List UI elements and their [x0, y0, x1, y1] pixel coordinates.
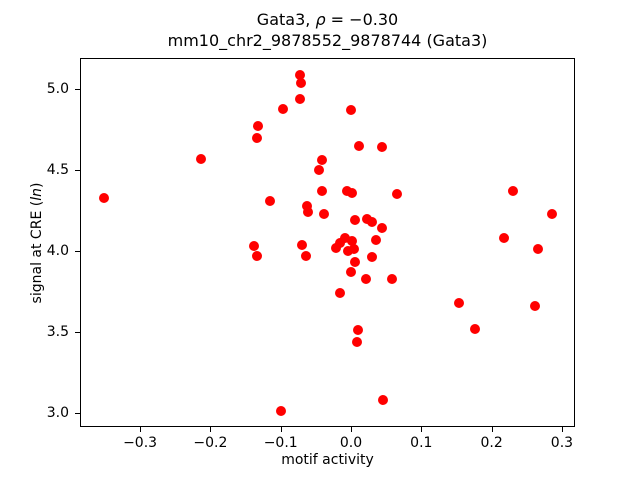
- x-tick-mark: [140, 427, 142, 432]
- y-axis-label-italic: ln: [29, 188, 45, 201]
- y-tick-label: 3.0: [46, 404, 69, 421]
- x-tick-label: 0.1: [410, 435, 433, 451]
- scatter-point: [348, 244, 359, 255]
- scatter-point: [331, 242, 342, 253]
- scatter-point: [361, 273, 372, 284]
- y-tick-label: 4.5: [46, 162, 69, 179]
- scatter-point: [507, 186, 518, 197]
- scatter-point: [470, 323, 481, 334]
- x-tick-mark: [351, 427, 352, 432]
- chart-title: Gata3, ρ = −0.30: [80, 9, 575, 30]
- scatter-point: [301, 200, 312, 211]
- scatter-point: [498, 233, 509, 244]
- scatter-point: [370, 234, 381, 245]
- x-tick-label: −0.3: [123, 435, 158, 451]
- scatter-point: [248, 241, 259, 252]
- scatter-point: [367, 252, 378, 263]
- y-tick-mark: [75, 331, 80, 333]
- plot-area: −0.3 −0.2 −0.1 0.0 0.1 0.2 0.3 3.0 3.5 4.0 4.5 5.0: [47, 58, 575, 451]
- scatter-point: [349, 257, 360, 268]
- x-tick-label: 0.0: [339, 435, 363, 451]
- scatter-point: [376, 223, 387, 234]
- scatter-point: [335, 288, 346, 299]
- scatter-point: [301, 250, 311, 261]
- scatter-point: [296, 77, 307, 88]
- scatter-point: [386, 273, 397, 284]
- x-tick-mark: [280, 427, 282, 432]
- y-axis-label: signal at CRE (ln): [29, 183, 45, 304]
- scatter-point: [346, 267, 356, 278]
- x-tick-label: −0.2: [193, 435, 228, 451]
- x-tick-mark: [210, 427, 212, 432]
- scatter-point: [350, 215, 361, 226]
- scatter-point: [378, 394, 389, 405]
- scatter-point: [353, 325, 364, 336]
- y-tick-mark: [75, 412, 80, 414]
- x-axis-label: motif activity: [281, 452, 374, 468]
- chart-title-block: Gata3, ρ = −0.30 mm10_chr2_9878552_98787…: [80, 9, 575, 51]
- scatter-point: [533, 244, 544, 255]
- y-tick-mark: [75, 89, 80, 91]
- x-tick-label: 0.2: [480, 435, 503, 451]
- scatter-point: [296, 239, 307, 250]
- scatter-point: [340, 233, 351, 244]
- y-axis-label-suffix: ): [29, 182, 45, 189]
- scatter-point: [317, 155, 328, 166]
- y-tick-label: 3.5: [46, 323, 69, 340]
- scatter-point: [346, 236, 357, 247]
- scatter-point: [376, 142, 387, 153]
- y-tick-label: 4.0: [46, 243, 69, 260]
- scatter-point: [547, 208, 558, 219]
- title-prefix: Gata3,: [256, 10, 316, 29]
- scatter-point: [367, 216, 378, 227]
- scatter-point: [265, 195, 276, 206]
- scatter-point: [294, 93, 305, 104]
- x-tick-mark: [491, 427, 493, 432]
- title-correlation-value: = −0.30: [325, 10, 399, 29]
- x-tick-label: 0.3: [550, 435, 574, 451]
- scatter-point: [317, 186, 328, 197]
- y-tick-mark: [75, 251, 80, 253]
- x-tick-mark: [421, 427, 423, 432]
- x-tick-label: −0.1: [263, 435, 298, 451]
- scatter-point: [98, 192, 109, 203]
- scatter-point: [453, 297, 464, 308]
- scatter-point: [303, 207, 314, 218]
- scatter-point: [275, 406, 286, 417]
- scatter-point: [529, 301, 540, 312]
- scatter-point: [318, 208, 329, 219]
- scatter-point: [354, 140, 365, 151]
- scatter-point: [251, 250, 262, 261]
- scatter-point: [391, 189, 402, 200]
- y-tick-mark: [75, 170, 80, 172]
- y-tick-label: 5.0: [46, 81, 69, 98]
- scatter-point: [334, 237, 345, 248]
- scatter-point: [253, 121, 264, 132]
- scatter-point: [294, 69, 305, 80]
- scatter-point: [346, 105, 356, 116]
- x-tick-mark: [561, 427, 563, 432]
- scatter-point: [252, 132, 263, 143]
- scatter-point: [313, 165, 324, 176]
- chart-subtitle: mm10_chr2_9878552_9878744 (Gata3): [167, 31, 488, 50]
- y-axis-label-prefix: signal at CRE (: [29, 200, 45, 304]
- scatter-point: [347, 187, 358, 198]
- scatter-point: [352, 336, 363, 347]
- scatter-point: [196, 153, 207, 164]
- scatter-point: [277, 103, 288, 114]
- scatter-point: [343, 246, 354, 257]
- title-rho-symbol: ρ: [315, 10, 326, 29]
